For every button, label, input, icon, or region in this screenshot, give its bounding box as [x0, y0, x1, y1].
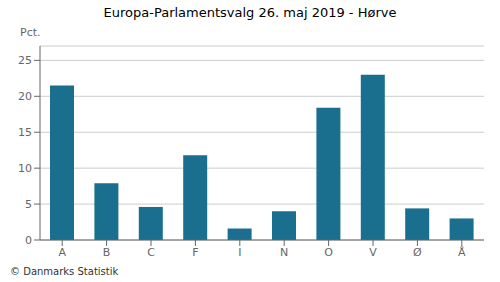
- svg-text:0: 0: [25, 234, 32, 247]
- svg-text:C: C: [147, 246, 155, 259]
- svg-text:V: V: [369, 246, 377, 259]
- svg-text:20: 20: [18, 90, 32, 103]
- svg-text:25: 25: [18, 54, 32, 67]
- svg-text:O: O: [324, 246, 333, 259]
- svg-text:N: N: [280, 246, 288, 259]
- svg-text:B: B: [103, 246, 111, 259]
- svg-text:Ø: Ø: [413, 246, 422, 259]
- svg-text:10: 10: [18, 162, 32, 175]
- html-text:Europa-Parlamentsvalg 26. maj: Europa-Parlamentsvalg 26. maj 2019 - Hør…: [103, 5, 397, 20]
- svg-text:I: I: [238, 246, 241, 259]
- html-text:Pct.: Pct.: [20, 26, 41, 39]
- svg-text:A: A: [58, 246, 66, 259]
- svg-text:15: 15: [18, 126, 32, 139]
- svg-text:F: F: [192, 246, 198, 259]
- svg-text:5: 5: [25, 198, 32, 211]
- html-text:© Danmarks Statistik: © Danmarks Statistik: [10, 266, 119, 277]
- svg-text:Å: Å: [458, 246, 466, 259]
